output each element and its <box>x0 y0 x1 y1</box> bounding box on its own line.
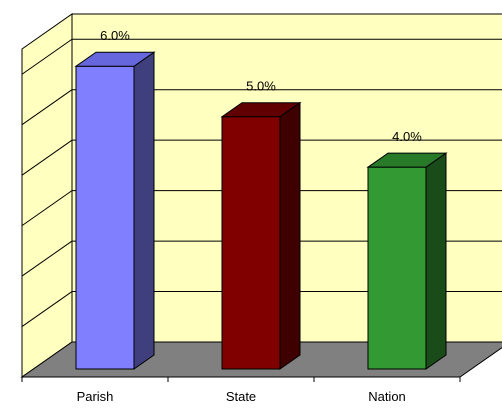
data-label: 6.0% <box>100 28 130 43</box>
bar-side <box>133 51 155 370</box>
bar-state <box>220 101 302 370</box>
bar-front <box>75 65 135 370</box>
bars <box>74 51 448 370</box>
category-label: Parish <box>77 389 114 404</box>
data-labels: 6.0% 5.0% 4.0% <box>100 28 422 144</box>
bar-top <box>220 102 302 118</box>
gridline-side <box>21 291 73 327</box>
bar-side <box>279 101 301 370</box>
gridline-side <box>21 240 73 277</box>
bar-nation <box>366 152 448 370</box>
data-label: 5.0% <box>246 79 276 94</box>
category-label: Nation <box>368 389 406 404</box>
category-label: State <box>226 389 256 404</box>
bar-front <box>367 166 427 370</box>
data-label: 4.0% <box>392 129 422 144</box>
bar-front <box>221 116 281 370</box>
gridline-side <box>21 139 73 176</box>
gridline-side <box>21 89 73 126</box>
bar-parish <box>74 51 156 370</box>
gridline-side <box>21 190 73 227</box>
x-axis: Parish State Nation <box>21 376 461 404</box>
bar-top <box>366 152 448 168</box>
gridline-side <box>21 38 73 75</box>
bar-side <box>425 152 447 370</box>
bar-top <box>74 51 156 67</box>
